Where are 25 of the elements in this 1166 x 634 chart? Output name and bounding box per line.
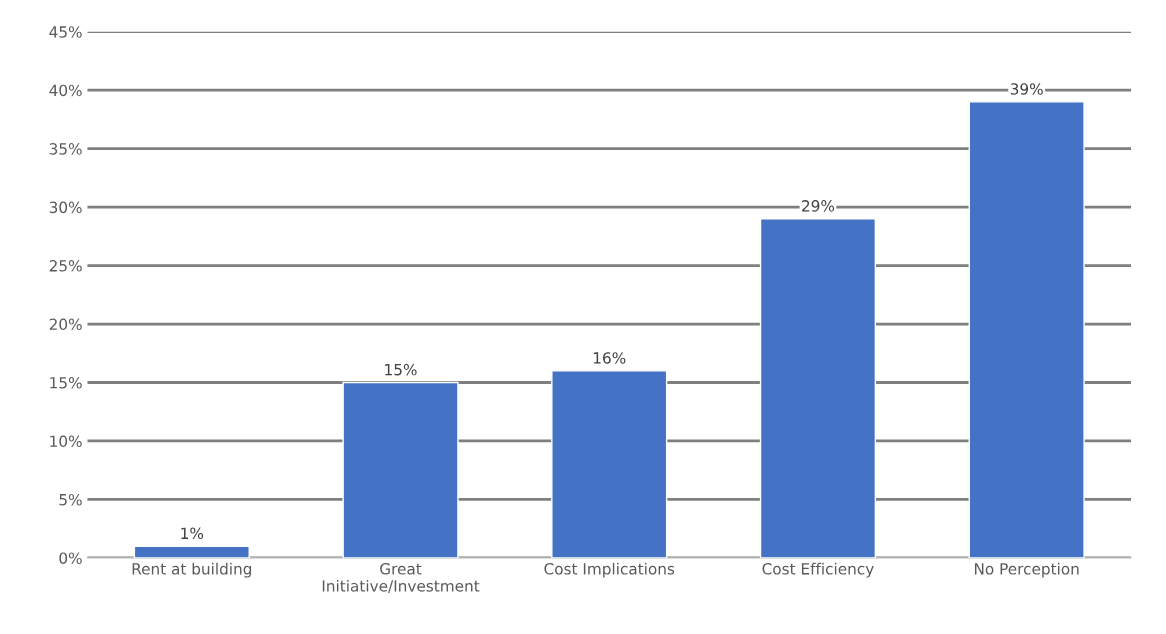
- bar: [133, 545, 250, 558]
- data-label: 39%: [1010, 83, 1043, 95]
- y-tick-label: 40%: [49, 84, 82, 97]
- data-label: 15%: [385, 363, 417, 376]
- data-label: 29%: [802, 200, 835, 212]
- y-tick-label: 0%: [59, 552, 82, 564]
- x-tick-label: Cost Implications: [544, 562, 675, 578]
- y-tick-label: 10%: [50, 435, 82, 447]
- x-tick-label: No Perception: [974, 562, 1079, 578]
- data-label: 1%: [181, 527, 204, 540]
- y-tick-label: 5%: [59, 493, 82, 506]
- y-tick-label: 45%: [49, 26, 82, 38]
- bar: [759, 218, 877, 558]
- bar: [551, 370, 668, 558]
- y-tick-label: 30%: [49, 201, 82, 214]
- y-tick-label: 15%: [50, 376, 82, 389]
- y-tick-label: 20%: [49, 318, 82, 331]
- bar: [342, 381, 459, 558]
- data-label: 16%: [593, 352, 626, 364]
- bar: [968, 101, 1085, 558]
- x-tick-label: Great Initiative/Investment: [322, 563, 480, 593]
- y-tick-label: 25%: [49, 260, 82, 272]
- x-tick-label: Cost Efficiency: [762, 562, 874, 578]
- x-tick-label: Rent at building: [132, 562, 252, 578]
- y-tick-label: 35%: [49, 143, 82, 155]
